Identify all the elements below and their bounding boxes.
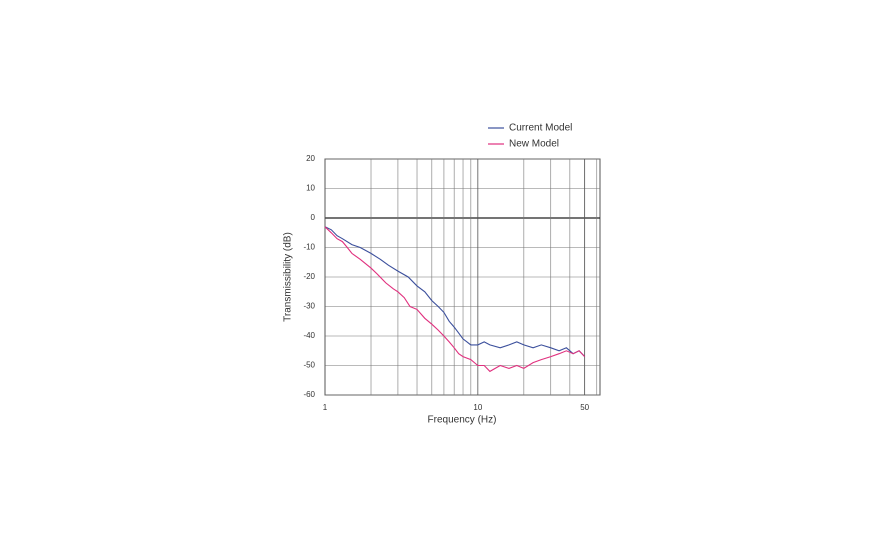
y-tick-label: -20 <box>303 272 315 281</box>
legend-label: New Model <box>509 139 559 150</box>
y-tick-label: 20 <box>306 154 315 163</box>
x-axis-label: Frequency (Hz) <box>428 415 497 426</box>
y-tick-label: -50 <box>303 361 315 370</box>
y-tick-label: -60 <box>303 390 315 399</box>
y-axis-label: Transmissibility (dB) <box>283 232 294 322</box>
y-tick-label: -40 <box>303 331 315 340</box>
x-tick-label: 50 <box>580 403 589 412</box>
y-tick-label: 0 <box>311 213 316 222</box>
x-tick-label: 1 <box>323 403 328 412</box>
series-line <box>324 226 586 373</box>
x-tick-label: 10 <box>473 403 482 412</box>
y-tick-label: 10 <box>306 184 315 193</box>
legend-label: Current Model <box>509 123 572 134</box>
y-tick-label: -30 <box>303 302 315 311</box>
y-tick-label: -10 <box>303 243 315 252</box>
series-line <box>324 226 586 357</box>
